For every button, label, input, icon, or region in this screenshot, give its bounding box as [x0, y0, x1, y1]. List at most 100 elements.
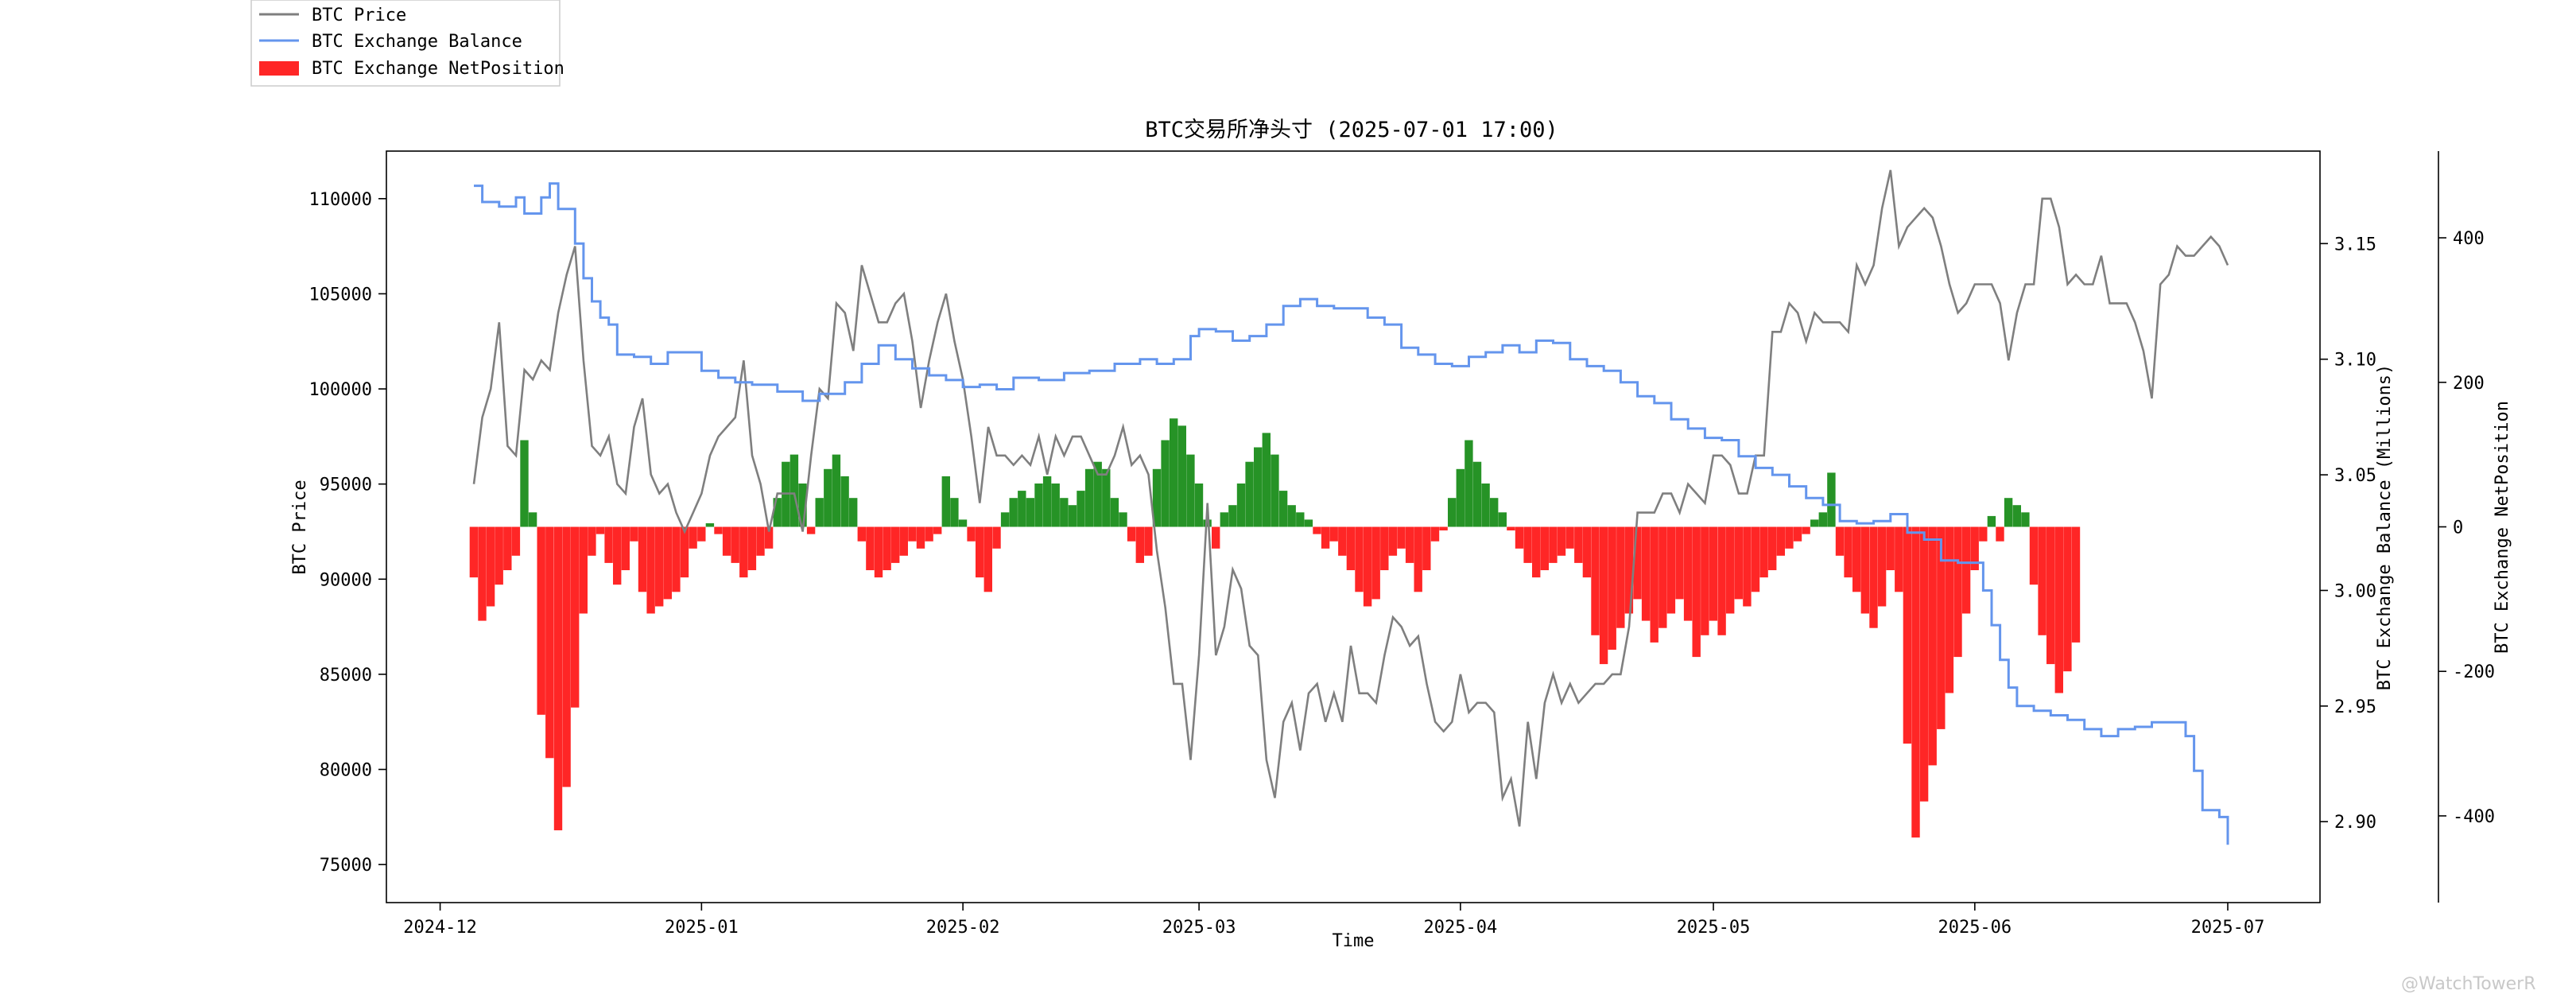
netposition-bar-190 [2071, 526, 2081, 643]
netposition-bar-52 [908, 526, 917, 542]
netposition-bar-175 [1945, 526, 1954, 693]
netposition-tick-label-1: -200 [2453, 662, 2495, 682]
netposition-bar-24 [672, 526, 681, 592]
netposition-bar-153 [1759, 526, 1768, 578]
balance-tick-label-2: 3.00 [2334, 581, 2376, 601]
netposition-bar-99 [1304, 519, 1313, 527]
netposition-bar-164 [1852, 526, 1861, 592]
netposition-bar-76 [1110, 498, 1119, 527]
netposition-bar-34 [756, 526, 765, 556]
netposition-bar-50 [891, 526, 900, 563]
netposition-bar-70 [1060, 498, 1069, 527]
legend-label-balance: BTC Exchange Balance [312, 32, 522, 52]
netposition-bar-180 [1987, 515, 1996, 527]
balance-tick-label-0: 2.90 [2334, 813, 2376, 833]
netposition-bar-122 [1498, 512, 1507, 527]
netposition-bar-187 [2046, 526, 2055, 665]
netposition-bar-73 [1084, 468, 1094, 527]
price-tick-label-5: 100000 [309, 380, 372, 400]
netposition-bar-162 [1835, 526, 1845, 556]
netposition-bar-11 [562, 526, 571, 787]
netposition-bar-112 [1414, 526, 1422, 592]
netposition-bar-116 [1448, 498, 1457, 527]
netposition-bar-129 [1557, 526, 1566, 556]
netposition-bar-169 [1895, 526, 1903, 592]
netposition-bar-0 [469, 526, 479, 578]
netposition-bar-3 [495, 526, 503, 585]
netposition-bar-30 [722, 526, 731, 556]
x-tick-label-1: 2025-01 [665, 918, 739, 938]
netposition-bar-46 [857, 526, 866, 542]
netposition-bar-68 [1042, 476, 1052, 527]
netposition-bar-7 [528, 512, 537, 527]
netposition-bar-110 [1397, 526, 1406, 549]
netposition-bar-88 [1212, 526, 1220, 549]
netposition-bar-74 [1093, 461, 1102, 527]
balance-axis-label: BTC Exchange Balance (Millions) [2375, 364, 2395, 691]
netposition-bar-17 [613, 526, 622, 585]
netposition-bar-185 [2029, 526, 2039, 585]
netposition-bar-166 [1869, 526, 1878, 628]
netposition-bar-62 [992, 526, 1001, 549]
price-tick-label-4: 95000 [320, 476, 372, 495]
netposition-bar-118 [1465, 440, 1473, 527]
netposition-bar-60 [976, 526, 984, 578]
netposition-bar-47 [866, 526, 875, 570]
netposition-bar-135 [1608, 526, 1616, 650]
netposition-bar-16 [604, 526, 613, 563]
netposition-bar-6 [520, 440, 529, 527]
netposition-bar-131 [1574, 526, 1583, 563]
x-tick-label-6: 2025-06 [1938, 918, 2012, 938]
legend-box [250, 0, 561, 87]
price-tick-label-0: 75000 [320, 856, 372, 876]
netposition-bar-13 [579, 526, 588, 614]
x-tick-label-0: 2024-12 [403, 918, 477, 938]
price-axis-label: BTC Price [290, 480, 310, 574]
netposition-bar-45 [849, 498, 858, 527]
netposition-bar-54 [925, 526, 933, 542]
netposition-bar-23 [663, 526, 672, 600]
netposition-bar-102 [1329, 526, 1338, 542]
netposition-bar-137 [1624, 526, 1634, 614]
netposition-bar-58 [958, 519, 968, 527]
legend: BTC Price BTC Exchange Balance BTC Excha… [250, 0, 564, 87]
netposition-bar-5 [511, 526, 521, 556]
netposition-tick-label-0: -400 [2453, 807, 2495, 827]
netposition-bar-120 [1481, 484, 1490, 527]
netposition-bar-59 [967, 526, 976, 542]
x-tick-label-5: 2025-05 [1677, 918, 1751, 938]
netposition-tick-label-4: 400 [2453, 229, 2485, 249]
netposition-bar-181 [1996, 526, 2004, 542]
netposition-tick-label-3: 200 [2453, 374, 2485, 394]
netposition-bar-167 [1877, 526, 1887, 607]
netposition-bar-105 [1355, 526, 1364, 592]
netposition-bar-156 [1785, 526, 1794, 549]
price-tick-label-2: 85000 [320, 666, 372, 685]
price-tick-label-6: 105000 [309, 285, 372, 305]
netposition-bar-14 [588, 526, 596, 556]
netposition-bar-95 [1271, 454, 1279, 527]
balance-tick-label-1: 2.95 [2334, 697, 2376, 717]
netposition-bar-176 [1953, 526, 1962, 658]
netposition-bar-19 [630, 526, 638, 542]
netposition-bar-184 [2021, 512, 2030, 527]
balance-line [474, 182, 2229, 845]
netposition-bar-21 [646, 526, 655, 614]
netposition-bar-44 [840, 476, 849, 527]
netposition-bar-158 [1802, 526, 1810, 534]
netposition-bar-127 [1540, 526, 1549, 570]
netposition-bar-149 [1726, 526, 1735, 614]
netposition-bar-101 [1321, 526, 1330, 549]
netposition-bar-147 [1709, 526, 1718, 621]
netposition-bar-78 [1127, 526, 1136, 542]
netposition-bar-85 [1186, 454, 1195, 527]
netposition-bar-2 [486, 526, 495, 607]
netposition-bar-18 [621, 526, 630, 570]
netposition-bar-168 [1886, 526, 1895, 570]
netposition-bar-31 [731, 526, 739, 563]
balance-tick-label-5: 3.15 [2334, 235, 2376, 254]
netposition-bar-179 [1979, 526, 1988, 542]
netposition-bar-152 [1751, 526, 1760, 592]
netposition-bar-186 [2038, 526, 2046, 635]
